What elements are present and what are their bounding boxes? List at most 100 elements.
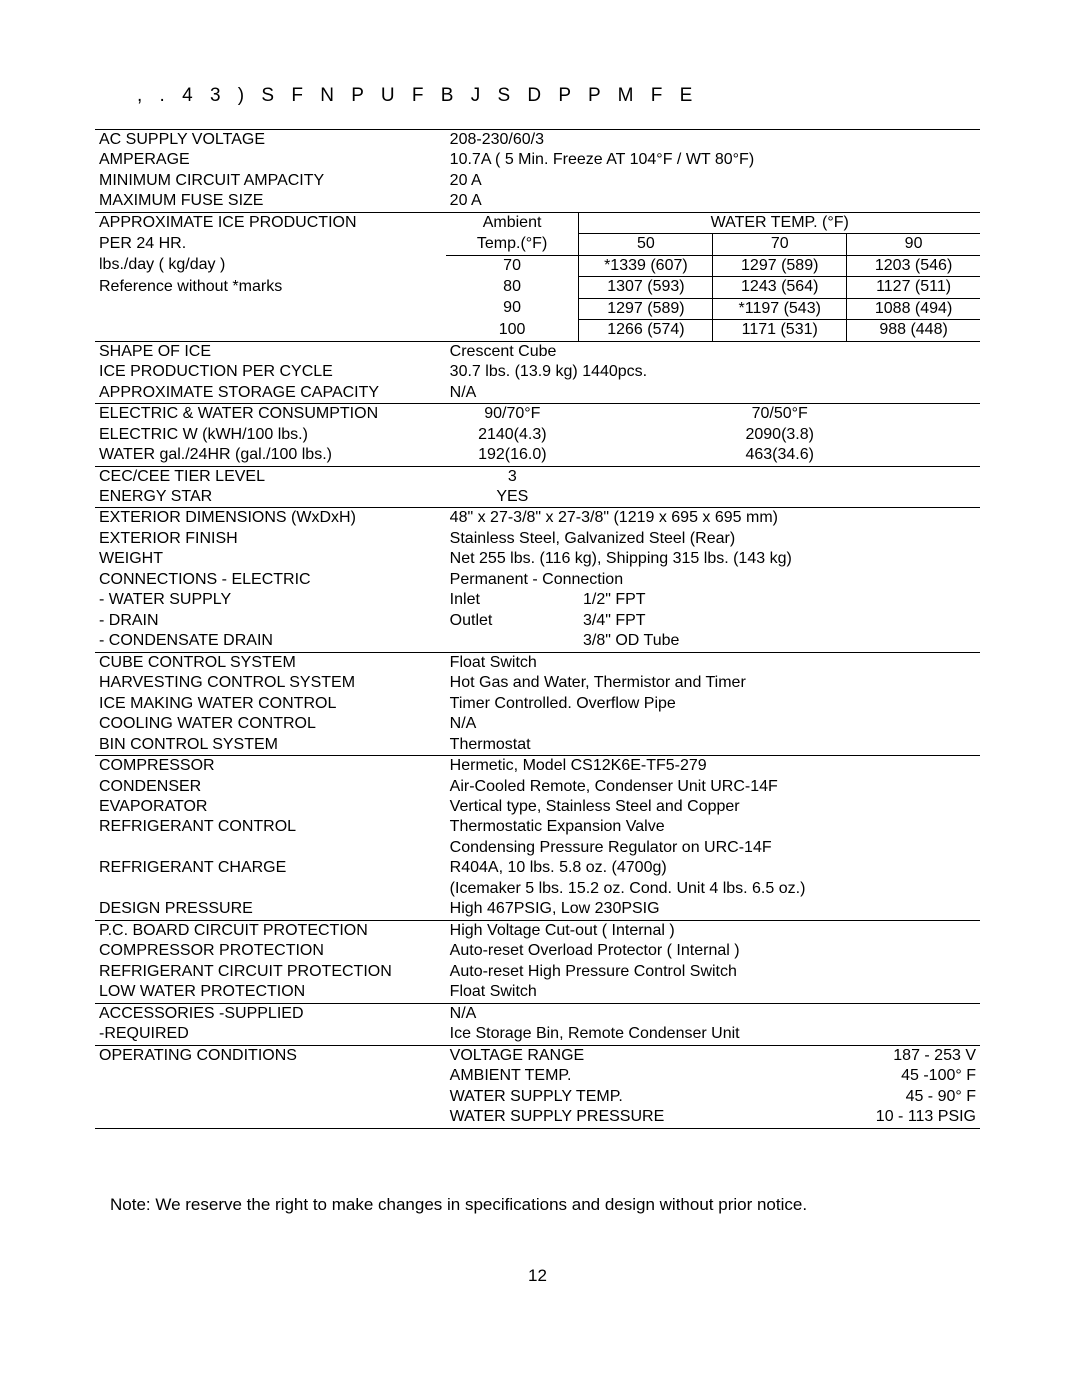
subhead: WATER TEMP. (°F) — [579, 212, 980, 233]
cell: *1197 (543) — [713, 298, 847, 319]
cell: 1266 (574) — [579, 320, 713, 341]
row-head: 80 — [446, 277, 579, 298]
cell: 192(16.0) — [446, 445, 579, 466]
label: EXTERIOR DIMENSIONS (WxDxH) — [95, 508, 446, 529]
label: CUBE CONTROL SYSTEM — [95, 652, 446, 673]
sub-label: WATER SUPPLY TEMP. — [446, 1087, 713, 1107]
label: PER 24 HR. — [95, 234, 446, 255]
label: ELECTRIC & WATER CONSUMPTION — [95, 404, 446, 425]
value: 10.7A ( 5 Min. Freeze AT 104°F / WT 80°F… — [446, 150, 980, 170]
value: 20 A — [446, 191, 980, 212]
value: Thermostatic Expansion Valve — [446, 817, 980, 837]
value: 3 — [446, 466, 579, 487]
value: High 467PSIG, Low 230PSIG — [446, 899, 980, 920]
value: Outlet — [446, 611, 579, 631]
label: HARVESTING CONTROL SYSTEM — [95, 673, 446, 693]
label: MAXIMUM FUSE SIZE — [95, 191, 446, 212]
label: LOW WATER PROTECTION — [95, 982, 446, 1003]
cell: 463(34.6) — [713, 445, 847, 466]
footnote: Note: We reserve the right to make chang… — [95, 1194, 980, 1217]
label: CONNECTIONS - ELECTRIC — [95, 570, 446, 590]
value: 208-230/60/3 — [446, 130, 980, 151]
cell: 1127 (511) — [847, 277, 980, 298]
value: 10 - 113 PSIG — [713, 1107, 980, 1128]
label: lbs./day ( kg/day ) — [95, 255, 446, 276]
value: Hot Gas and Water, Thermistor and Timer — [446, 673, 980, 693]
value: High Voltage Cut-out ( Internal ) — [446, 920, 980, 941]
label: AMPERAGE — [95, 150, 446, 170]
label: ACCESSORIES -SUPPLIED — [95, 1003, 446, 1024]
label: REFRIGERANT CHARGE — [95, 858, 446, 878]
value: 1/2" FPT — [579, 590, 980, 610]
label: Reference without *marks — [95, 277, 446, 298]
cell: 2140(4.3) — [446, 425, 579, 445]
label: ELECTRIC W (kWH/100 lbs.) — [95, 425, 446, 445]
value: Auto-reset Overload Protector ( Internal… — [446, 941, 980, 961]
label: REFRIGERANT CONTROL — [95, 817, 446, 837]
value: 3/8" OD Tube — [579, 631, 980, 652]
value: N/A — [446, 1003, 980, 1024]
value: N/A — [446, 383, 980, 404]
label: SHAPE OF ICE — [95, 341, 446, 362]
col-head: 70 — [713, 234, 847, 255]
value: Thermostat — [446, 735, 980, 756]
value: YES — [446, 487, 579, 508]
cell: 1203 (546) — [847, 255, 980, 276]
value: Vertical type, Stainless Steel and Coppe… — [446, 797, 980, 817]
value: Net 255 lbs. (116 kg), Shipping 315 lbs.… — [446, 549, 980, 569]
cell: 1088 (494) — [847, 298, 980, 319]
label: - DRAIN — [95, 611, 446, 631]
col-head: 50 — [579, 234, 713, 255]
value: (Icemaker 5 lbs. 15.2 oz. Cond. Unit 4 l… — [446, 879, 980, 899]
value: Timer Controlled. Overflow Pipe — [446, 694, 980, 714]
sub-label: AMBIENT TEMP. — [446, 1066, 713, 1086]
cell: 1297 (589) — [579, 298, 713, 319]
label: APPROXIMATE ICE PRODUCTION — [95, 212, 446, 233]
spec-table: AC SUPPLY VOLTAGE 208-230/60/3 AMPERAGE … — [95, 129, 980, 1129]
cell: 2090(3.8) — [713, 425, 847, 445]
label: ICE MAKING WATER CONTROL — [95, 694, 446, 714]
sub-label: WATER SUPPLY PRESSURE — [446, 1107, 713, 1128]
label: WEIGHT — [95, 549, 446, 569]
label: BIN CONTROL SYSTEM — [95, 735, 446, 756]
cell: 1243 (564) — [713, 277, 847, 298]
label: ENERGY STAR — [95, 487, 446, 508]
value: Air-Cooled Remote, Condenser Unit URC-14… — [446, 777, 980, 797]
value: Stainless Steel, Galvanized Steel (Rear) — [446, 529, 980, 549]
value: 30.7 lbs. (13.9 kg) 1440pcs. — [446, 362, 980, 382]
label: - CONDENSATE DRAIN — [95, 631, 446, 652]
col-head: 90 — [847, 234, 980, 255]
label: AC SUPPLY VOLTAGE — [95, 130, 446, 151]
label: CEC/CEE TIER LEVEL — [95, 466, 446, 487]
label: DESIGN PRESSURE — [95, 899, 446, 920]
section-header: , . 4 3 ) S F N P U F B J S D P P M F E — [95, 85, 980, 107]
label: P.C. BOARD CIRCUIT PROTECTION — [95, 920, 446, 941]
value: 45 -100° F — [713, 1066, 980, 1086]
value: 20 A — [446, 171, 980, 191]
row-head: 90 — [446, 298, 579, 319]
label: APPROXIMATE STORAGE CAPACITY — [95, 383, 446, 404]
label: EVAPORATOR — [95, 797, 446, 817]
subhead: Ambient — [446, 212, 579, 233]
label: CONDENSER — [95, 777, 446, 797]
cell: 1307 (593) — [579, 277, 713, 298]
cell: *1339 (607) — [579, 255, 713, 276]
label: COMPRESSOR — [95, 756, 446, 777]
value: Float Switch — [446, 982, 980, 1003]
value: 48" x 27-3/8" x 27-3/8" (1219 x 695 x 69… — [446, 508, 980, 529]
value: N/A — [446, 714, 980, 734]
value: R404A, 10 lbs. 5.8 oz. (4700g) — [446, 858, 980, 878]
value: Crescent Cube — [446, 341, 980, 362]
page-number: 12 — [95, 1266, 980, 1286]
label: ICE PRODUCTION PER CYCLE — [95, 362, 446, 382]
label: REFRIGERANT CIRCUIT PROTECTION — [95, 962, 446, 982]
label: COOLING WATER CONTROL — [95, 714, 446, 734]
col-head: 90/70°F — [446, 404, 579, 425]
value: Permanent - Connection — [446, 570, 980, 590]
label: MINIMUM CIRCUIT AMPACITY — [95, 171, 446, 191]
sub-label: VOLTAGE RANGE — [446, 1045, 713, 1066]
row-head: 70 — [446, 255, 579, 276]
value: Ice Storage Bin, Remote Condenser Unit — [446, 1024, 980, 1045]
col-head: 70/50°F — [713, 404, 847, 425]
subhead: Temp.(°F) — [446, 234, 579, 255]
